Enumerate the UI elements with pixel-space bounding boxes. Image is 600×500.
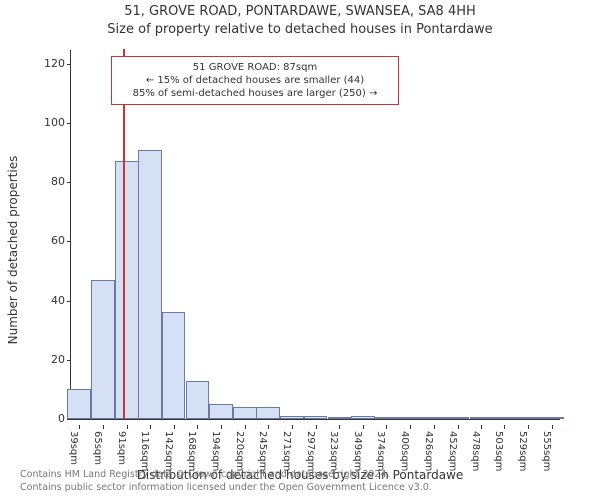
histogram-bar [422, 417, 446, 419]
y-tick-label: 40 [51, 294, 65, 307]
annotation-line-3: 85% of semi-detached houses are larger (… [120, 87, 390, 100]
y-tick-label: 60 [51, 234, 65, 247]
x-tick-label: 478sqm [470, 431, 481, 471]
x-tick-label: 39sqm [68, 431, 79, 465]
x-tick-label: 245sqm [257, 431, 268, 471]
y-tick-label: 80 [51, 175, 65, 188]
histogram-bar [351, 416, 375, 419]
footer-attribution: Contains HM Land Registry data © Crown c… [20, 469, 432, 494]
x-tick-label: 297sqm [305, 431, 316, 471]
x-tick-label: 426sqm [423, 431, 434, 471]
title-line-2: Size of property relative to detached ho… [0, 22, 600, 37]
histogram-bar [209, 404, 233, 419]
x-tick-label: 271sqm [281, 431, 292, 471]
y-axis-label: Number of detached properties [6, 156, 20, 345]
histogram-bar [115, 161, 139, 419]
annotation-box: 51 GROVE ROAD: 87sqm ← 15% of detached h… [111, 56, 399, 105]
histogram-bar [233, 407, 257, 419]
title-line-1: 51, GROVE ROAD, PONTARDAWE, SWANSEA, SA8… [0, 4, 600, 19]
plot-area: 020406080100120 39sqm65sqm91sqm116sqm142… [70, 50, 560, 420]
x-tick-label: 194sqm [210, 431, 221, 471]
x-tick-label: 349sqm [352, 431, 363, 471]
x-tick-label: 555sqm [541, 431, 552, 471]
y-tick-label: 20 [51, 353, 65, 366]
x-tick-label: 116sqm [139, 431, 150, 471]
x-tick-label: 452sqm [447, 431, 458, 471]
y-tick-label: 120 [44, 57, 65, 70]
x-tick-label: 142sqm [163, 431, 174, 471]
x-tick-label: 168sqm [186, 431, 197, 471]
histogram-bar [470, 417, 494, 419]
x-tick-label: 400sqm [399, 431, 410, 471]
histogram-bar [138, 150, 162, 419]
histogram-bar [328, 417, 352, 419]
x-tick-label: 323sqm [328, 431, 339, 471]
x-tick-label: 220sqm [234, 431, 245, 471]
footer-line-1: Contains HM Land Registry data © Crown c… [20, 469, 432, 481]
x-tick-label: 374sqm [375, 431, 386, 471]
histogram-bar [516, 417, 540, 419]
y-tick-label: 0 [58, 412, 65, 425]
histogram-bar [398, 417, 422, 419]
histogram-bar [91, 280, 115, 419]
histogram-bar [162, 312, 186, 419]
histogram-bar [492, 417, 516, 419]
histogram-bar [446, 417, 470, 419]
histogram-bar [280, 416, 304, 419]
annotation-line-2: ← 15% of detached houses are smaller (44… [120, 74, 390, 87]
x-tick-label: 529sqm [517, 431, 528, 471]
bars-layer [71, 50, 560, 419]
x-tick-label: 91sqm [116, 431, 127, 465]
histogram-bar [304, 416, 328, 419]
x-tick-label: 65sqm [92, 431, 103, 465]
histogram-bar [186, 381, 210, 419]
figure: 51, GROVE ROAD, PONTARDAWE, SWANSEA, SA8… [0, 0, 600, 500]
annotation-line-1: 51 GROVE ROAD: 87sqm [120, 61, 390, 74]
footer-line-2: Contains public sector information licen… [20, 482, 432, 494]
x-tick-label: 503sqm [493, 431, 504, 471]
histogram-bar [540, 417, 564, 419]
y-tick-label: 100 [44, 116, 65, 129]
histogram-bar [256, 407, 280, 419]
histogram-bar [67, 389, 91, 419]
histogram-bar [374, 417, 398, 419]
